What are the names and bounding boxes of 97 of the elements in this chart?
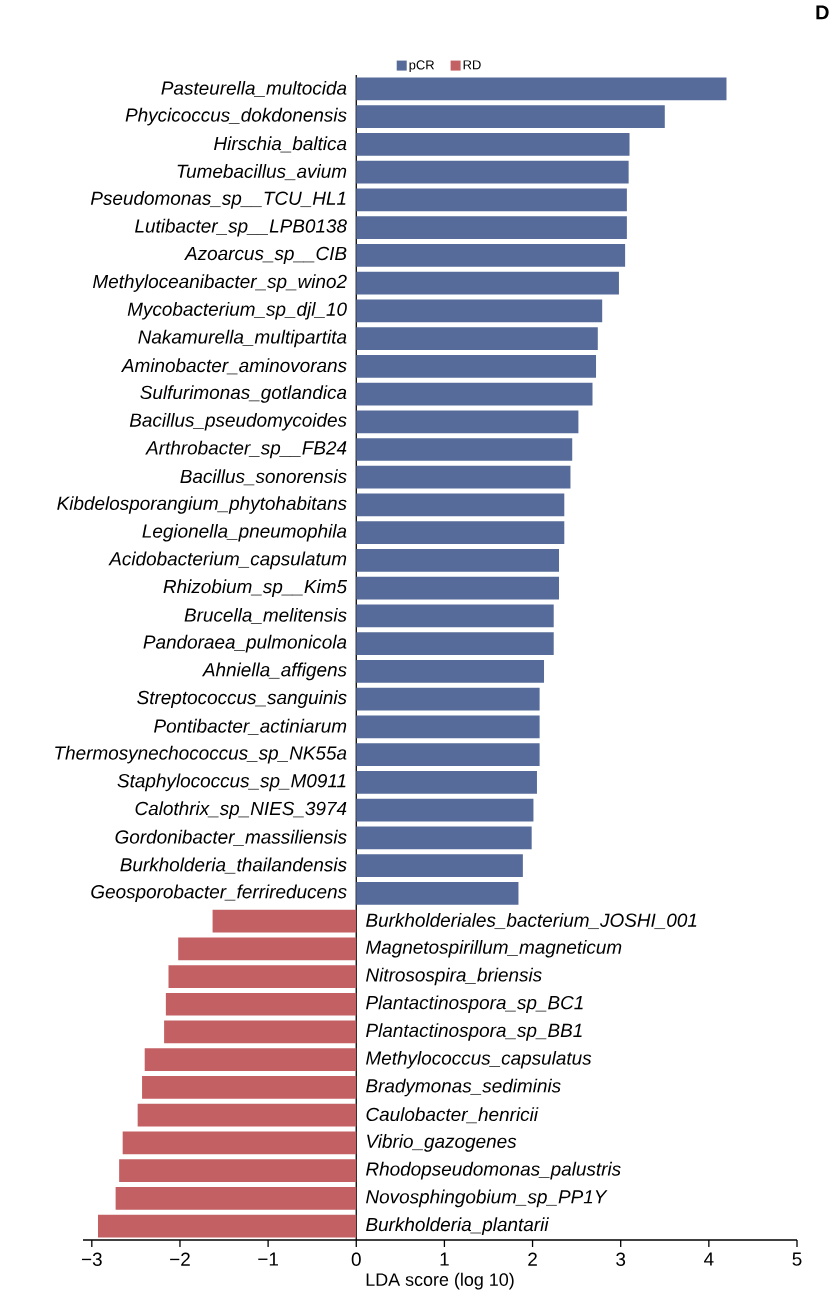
y-tick-label: Sulfurimonas_gotlandica — [140, 385, 347, 403]
y-tick-label: Methylococcus_capsulatus — [366, 1050, 592, 1069]
bar — [356, 133, 630, 156]
y-tick-label: Streptococcus_sanguinis — [137, 690, 347, 708]
bar — [122, 1131, 357, 1155]
legend-label: pCR — [409, 60, 434, 73]
x-tick-label: −2 — [170, 1252, 190, 1266]
y-tick-label: Bradymonas_sediminis — [366, 1078, 561, 1097]
bar — [165, 992, 357, 1016]
bar — [356, 77, 727, 101]
bar — [115, 1187, 357, 1210]
y-tick-label: Azoarcus_sp__CIB — [184, 246, 347, 264]
bar — [97, 1214, 357, 1238]
bar — [178, 937, 357, 961]
bar — [356, 687, 540, 711]
bar — [356, 493, 565, 517]
x-tick-label: 3 — [616, 1252, 626, 1266]
bar — [356, 881, 519, 905]
y-tick-label: Aminobacter_aminovorans — [120, 358, 347, 375]
x-tick-label: 1 — [440, 1252, 449, 1266]
x-tick-label: 0 — [351, 1252, 361, 1266]
y-tick-label: Pseudomonas_sp__TCU_HL1 — [90, 191, 346, 209]
y-tick-label: Bacillus_sonorensis — [180, 469, 347, 486]
y-tick-label: Methyloceanibacter_sp_wino2 — [92, 274, 347, 292]
y-tick-label: Brucella_melitensis — [184, 607, 347, 624]
legend-label: RD — [463, 60, 481, 70]
x-tick-label: −1 — [258, 1252, 278, 1266]
y-tick-label: Novosphingobium_sp_PP1Y — [366, 1189, 608, 1208]
text: D — [816, 5, 829, 20]
bar — [142, 1076, 357, 1099]
y-tick-label: Caulobacter_henricii — [366, 1107, 539, 1124]
bar — [164, 1020, 357, 1044]
bar — [356, 299, 603, 323]
y-tick-label: Thermosynechococcus_sp_NK55a — [55, 745, 347, 764]
y-tick-label: Burkholderia_thailandensis — [120, 857, 347, 874]
y-tick-label: Nitrosospira_briensis — [366, 967, 542, 986]
bar — [356, 382, 593, 406]
y-tick-label: Pasteurella_multocida — [161, 80, 347, 97]
bar — [356, 549, 559, 572]
y-tick-label: Staphylococcus_sp_M0911 — [117, 773, 346, 792]
bar — [356, 604, 554, 628]
y-tick-label: Legionella_pneumophila — [142, 523, 347, 542]
bar — [356, 105, 665, 129]
bar — [119, 1159, 357, 1183]
bar — [356, 243, 626, 267]
bar — [356, 354, 597, 378]
y-tick-label: Burkholderiales_bacterium_JOSHI_001 — [366, 913, 697, 930]
y-tick-label: Kibdelosporangium_phytohabitans — [57, 496, 347, 514]
y-tick-label: Hirschia_baltica — [214, 136, 347, 153]
bar — [144, 1048, 357, 1072]
bar — [356, 715, 540, 739]
bar — [356, 743, 540, 766]
y-tick-label: Rhizobium_sp__Kim5 — [163, 579, 348, 597]
bar — [356, 327, 598, 350]
y-tick-label: Ahniella_affigens — [201, 662, 347, 681]
y-tick-label: Tumebacillus_avium — [177, 164, 347, 181]
y-tick-label: Burkholderia_plantarii — [366, 1217, 549, 1235]
y-tick-label: Mycobacterium_sp_djl_10 — [127, 301, 347, 320]
y-tick-label: Gordonibacter_massiliensis — [115, 829, 347, 846]
bar — [356, 160, 629, 184]
bar — [356, 521, 565, 545]
x-tick-label: 2 — [528, 1252, 537, 1266]
y-tick-label: Arthrobacter_sp__FB24 — [145, 440, 347, 459]
x-tick-label: −3 — [81, 1252, 102, 1266]
x-tick-label: 5 — [792, 1252, 802, 1266]
bar — [137, 1103, 357, 1127]
bar — [356, 465, 571, 489]
y-tick-label: Bacillus_pseudomycoides — [129, 412, 347, 431]
y-tick-label: Calothrix_sp_NIES_3974 — [135, 801, 347, 819]
bar — [356, 770, 537, 794]
y-tick-label: Pontibacter_actiniarum — [154, 718, 347, 735]
bar — [356, 826, 532, 850]
bar — [356, 271, 619, 295]
bar — [168, 965, 357, 988]
y-tick-label: Nakamurella_multipartita — [138, 329, 347, 348]
bar — [356, 854, 523, 877]
bar — [212, 909, 357, 933]
bar — [356, 632, 554, 656]
y-tick-label: Phycicoccus_dokdonensis — [125, 107, 347, 126]
y-tick-label: Geosporobacter_ferrireducens — [91, 884, 347, 903]
y-tick-label: Plantactinospora_sp_BB1 — [366, 1023, 582, 1041]
bar — [356, 660, 545, 683]
bar — [356, 410, 579, 434]
bar — [356, 798, 534, 822]
bar — [356, 576, 559, 600]
y-tick-label: Rhodopseudomonas_palustris — [366, 1161, 621, 1180]
y-tick-label: Pandoraea_pulmonicola — [143, 634, 347, 653]
y-tick-label: Lutibacter_sp__LPB0138 — [135, 218, 347, 237]
y-tick-label: Vibrio_gazogenes — [367, 1134, 517, 1152]
x-axis-title: LDA score (log 10) — [366, 1272, 514, 1290]
bar — [356, 216, 627, 239]
bar — [356, 188, 627, 212]
x-tick-label: 4 — [704, 1252, 714, 1266]
y-tick-label: Magnetospirillum_magneticum — [366, 939, 622, 958]
y-tick-label: Acidobacterium_capsulatum — [108, 551, 347, 570]
y-tick-label: Plantactinospora_sp_BC1 — [366, 995, 583, 1014]
bar — [356, 438, 573, 461]
